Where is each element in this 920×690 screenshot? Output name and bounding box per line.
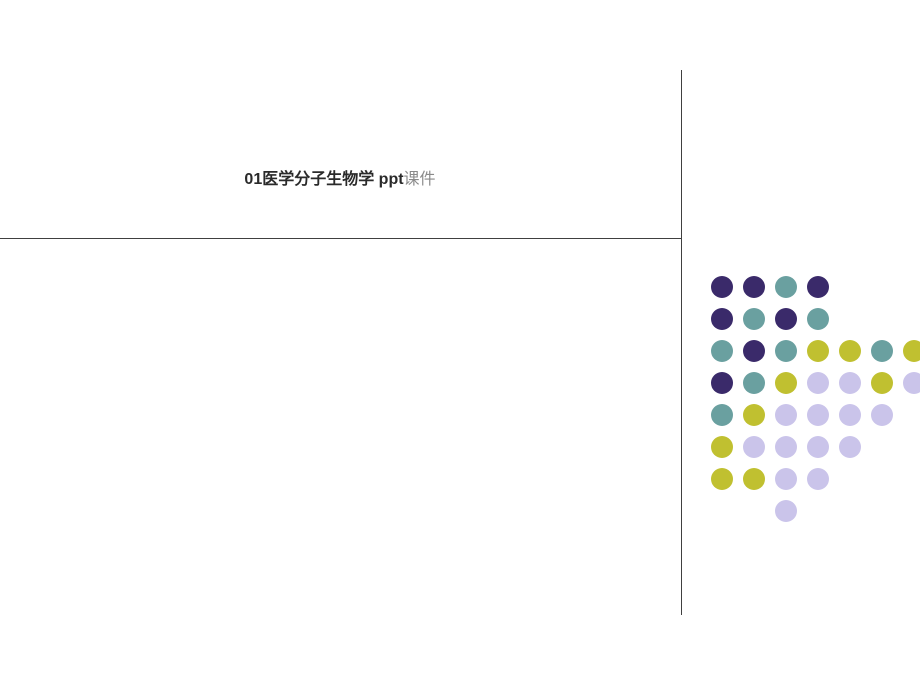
dot-icon xyxy=(711,372,733,394)
dot-icon xyxy=(871,404,893,426)
dot-icon xyxy=(711,404,733,426)
dot-icon xyxy=(743,468,765,490)
dot-icon xyxy=(871,372,893,394)
dot-icon xyxy=(807,276,829,298)
dot-icon xyxy=(807,372,829,394)
dot-icon xyxy=(807,468,829,490)
dot-icon xyxy=(839,436,861,458)
dot-icon xyxy=(775,276,797,298)
vertical-divider xyxy=(681,70,682,615)
title-main: 01医学分子生物学 ppt xyxy=(244,171,403,188)
dot-icon xyxy=(743,340,765,362)
dot-icon xyxy=(711,468,733,490)
dot-icon xyxy=(711,308,733,330)
slide-title: 01医学分子生物学 ppt课件 xyxy=(0,165,680,189)
slide: 01医学分子生物学 ppt课件 xyxy=(0,0,920,690)
dot-icon xyxy=(775,468,797,490)
dot-icon xyxy=(839,340,861,362)
dot-icon xyxy=(711,436,733,458)
dot-icon xyxy=(903,340,920,362)
dot-icon xyxy=(807,340,829,362)
dot-icon xyxy=(775,308,797,330)
dot-icon xyxy=(807,404,829,426)
dot-icon xyxy=(775,404,797,426)
dot-icon xyxy=(743,276,765,298)
dot-icon xyxy=(743,436,765,458)
horizontal-divider xyxy=(0,238,681,239)
dot-icon xyxy=(903,372,920,394)
dot-icon xyxy=(775,372,797,394)
dot-icon xyxy=(807,436,829,458)
dot-icon xyxy=(839,372,861,394)
dot-icon xyxy=(807,308,829,330)
dot-icon xyxy=(775,340,797,362)
dot-icon xyxy=(743,404,765,426)
dot-icon xyxy=(839,404,861,426)
dot-icon xyxy=(743,308,765,330)
dot-icon xyxy=(743,372,765,394)
dot-icon xyxy=(775,436,797,458)
dot-icon xyxy=(871,340,893,362)
dot-icon xyxy=(711,276,733,298)
title-suffix: 课件 xyxy=(404,171,436,188)
dot-icon xyxy=(775,500,797,522)
dot-icon xyxy=(711,340,733,362)
